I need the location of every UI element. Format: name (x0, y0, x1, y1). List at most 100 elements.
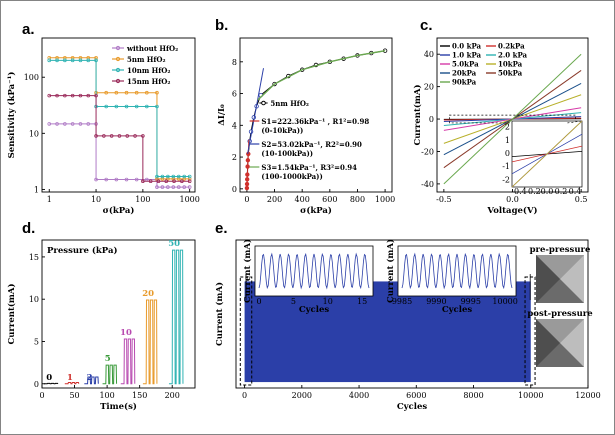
panel-c-legend-label: 5.0kPa (452, 60, 479, 69)
panel-c-legend-label: 20kPa (452, 69, 477, 78)
panel-c-inset-ytick-label: 0 (505, 149, 510, 158)
panel-b-letter: b. (215, 17, 228, 34)
panel-d-step-label: 10 (120, 328, 132, 338)
panel-d: 0 50 100 150 200051015Time(s)Current(mA)Pres… (6, 239, 196, 412)
panel-d-pulse-series (168, 249, 184, 385)
panel-a-point (86, 58, 91, 63)
panel-a-point (102, 134, 106, 138)
panel-c-legend-label: 50kPa (498, 69, 523, 78)
panel-e-xtick-label: 8000 (463, 391, 483, 400)
panel-d-xtick-label: 50 (69, 391, 79, 400)
panel-a-point (114, 90, 119, 95)
panel-b-xlabel: σ(kPa) (300, 205, 332, 216)
panel-c-inset-xtick-label: -0.4 (511, 187, 526, 196)
panel-c-legend-label: 0.0 kPa (452, 42, 482, 51)
panel-e-pre-label: pre-pressure (530, 245, 591, 255)
panel-b-legend-label: 5nm HfO₂ (270, 99, 309, 108)
panel-a-legend-label: without HfO₂ (126, 44, 178, 53)
panel-a-point (47, 58, 52, 63)
panel-e-xtick-label: 4000 (349, 391, 369, 400)
panel-d-pulse-series (84, 376, 99, 385)
panel-a-point (141, 179, 145, 184)
panel-a-point (55, 93, 59, 98)
panel-e-xtick-label: 0 (242, 391, 247, 400)
panel-c-ytick-label: -40 (421, 180, 434, 189)
panel-c-ytick-label: 20 (424, 83, 434, 92)
panel-c-xtick-label: 0.5 (575, 195, 588, 204)
panel-a-point (109, 134, 114, 138)
panel-e-xlabel: Cycles (397, 402, 428, 412)
panel-e-post-face-right (560, 319, 584, 367)
panel-a-letter: a. (22, 21, 35, 38)
panel-c-legend-label: 2.0 kPa (498, 51, 528, 60)
panel-e-pre-face-top (536, 255, 584, 279)
panel-c-xtick-label: -0.5 (436, 195, 451, 204)
panel-a-series-line (49, 59, 190, 178)
panel-d-xtick-label: 150 (132, 391, 147, 400)
panel-a-point (134, 90, 139, 95)
panel-d-ytick-label: 15 (29, 253, 39, 262)
panel-b-fit-s2 (247, 68, 264, 154)
panel-c: -0.5 0.0 0.5-40-2002040Voltage(V)Current(m… (412, 37, 589, 216)
panel-c-inset-xtick-label: 0.2 (555, 187, 568, 196)
panel-a-legend-marker (115, 45, 121, 51)
panel-b-annotation: S2=53.02kPa⁻¹, R2²=0.90 (261, 140, 362, 149)
panel-a-point (86, 122, 91, 126)
panel-d-letter: d. (22, 220, 35, 237)
panel-e-inset2-frame (397, 245, 517, 297)
panel-c-legend-label: 1.0 kPa (452, 51, 482, 60)
panel-a-point (166, 185, 170, 189)
panel-a-point (55, 122, 59, 126)
panel-a-frame (41, 37, 196, 193)
panel-a-point (155, 104, 159, 109)
panel-b-xtick-label: 600 (322, 195, 337, 204)
panel-e-pre-face-right (560, 255, 584, 303)
panel-b-annotation: S1=222.36kPa⁻¹ , R1²=0.98 (261, 117, 369, 126)
panel-a-point (171, 174, 176, 179)
panel-b-annotation-range: (0-10kPa)) (261, 126, 303, 135)
panel-b-xtick-label: 400 (295, 195, 310, 204)
panel-c-inset-xtick-label: -0.2 (525, 187, 540, 196)
panel-b: 0 200 400 600 800 1000 0 2 4 6 8 σ(kPa) ΔI/I₀ 5nm HfO… (217, 37, 395, 216)
panel-a-point (134, 104, 139, 109)
panel-a-point (187, 179, 192, 184)
panel-e-xtick-label: 2000 (292, 391, 312, 400)
panel-a-point (47, 122, 52, 126)
panel-a-point (63, 122, 67, 126)
panel-e-post-face-left (536, 319, 560, 367)
panel-d-pulse-series (142, 299, 158, 385)
panel-b-ytick-label: 2 (232, 153, 237, 162)
panel-e-inset2-xtick-label: 10000 (492, 297, 517, 306)
panel-c-ytick-label: 40 (424, 50, 434, 59)
panel-c-ytick-label: -20 (421, 147, 434, 156)
panel-a-point (156, 179, 161, 184)
panel-a-point (124, 90, 129, 95)
panel-a-point (134, 177, 139, 182)
panel-d-ytick-label: 0 (34, 380, 39, 389)
panel-a-point (70, 58, 75, 63)
panel-c-inset-ytick-label: 1 (505, 136, 510, 145)
panel-e-inset2-xtick-label: 9985 (392, 297, 412, 306)
panel-d-xtick-label: 0 (39, 391, 44, 400)
panel-c-inset-ytick-label: 2 (505, 123, 510, 132)
panel-a-point (145, 90, 149, 95)
panel-c-inset-ytick-label: -1 (502, 162, 510, 171)
panel-a-point (94, 58, 98, 63)
panel-b-ytick-label: 4 (232, 121, 237, 130)
panel-a-legend-marker (115, 56, 121, 62)
panel-d-step-label: 1 (67, 373, 73, 383)
panel-a-xtick-label: 1 (47, 195, 52, 204)
panel-e-xtick-label: 6000 (406, 391, 426, 400)
panel-c-zoom-connector (567, 120, 583, 124)
panel-b-xtick-label: 200 (267, 195, 282, 204)
panel-c-legend-label: 0.2kPa (498, 42, 525, 51)
panel-a-ytick-label: 1 (34, 185, 39, 194)
panel-a-point (70, 93, 75, 98)
panel-e-inset1-frame (254, 245, 374, 297)
panel-a-point (171, 185, 176, 189)
panel-a-point (125, 134, 130, 138)
panel-e-inset1-xtick-label: 15 (357, 297, 367, 306)
panel-a-point (164, 179, 169, 184)
panel-a-point (114, 177, 119, 182)
